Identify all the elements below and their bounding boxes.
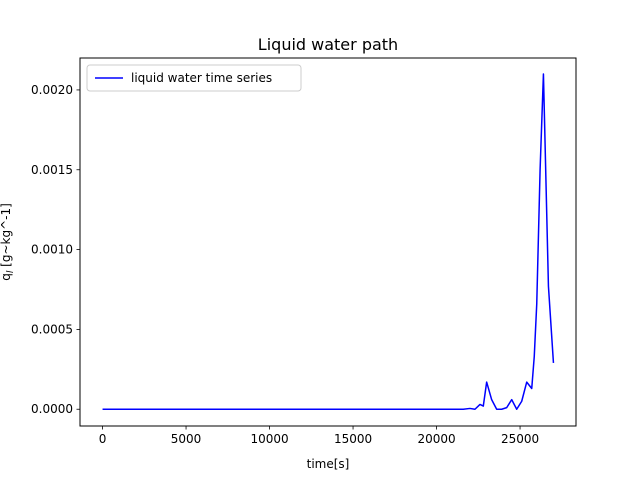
x-tick-label: 20000 bbox=[417, 432, 455, 446]
axes-frame bbox=[79, 57, 577, 427]
x-axis-ticks: 0 5000 10000 15000 20000 25000 bbox=[99, 426, 539, 446]
legend-box bbox=[86, 64, 302, 92]
y-tick-label: 0.0000 bbox=[31, 402, 73, 416]
y-axis-label-subscript: l bbox=[6, 270, 16, 273]
chart-title: Liquid water path bbox=[258, 35, 398, 54]
y-tick-label: 0.0020 bbox=[31, 83, 73, 97]
x-tick-label: 25000 bbox=[501, 432, 539, 446]
y-tick-label: 0.0015 bbox=[31, 163, 73, 177]
y-axis-label: ql [g~kg^-1] bbox=[0, 203, 16, 281]
y-tick-label: 0.0005 bbox=[31, 322, 73, 336]
y-axis-ticks: 0.0000 0.0005 0.0010 0.0015 0.0020 bbox=[31, 83, 80, 416]
y-axis-label-symbol: q bbox=[0, 273, 13, 281]
x-tick-label: 5000 bbox=[171, 432, 202, 446]
series-layer bbox=[102, 73, 555, 410]
legend: liquid water time series bbox=[86, 64, 302, 92]
series-line-0 bbox=[102, 73, 555, 410]
x-tick-label: 10000 bbox=[250, 432, 288, 446]
y-tick-label: 0.0010 bbox=[31, 243, 73, 257]
x-tick-label: 0 bbox=[99, 432, 107, 446]
y-axis-label-units: [g~kg^-1] bbox=[0, 203, 13, 270]
plot-area bbox=[79, 57, 577, 427]
legend-label-liquid-water: liquid water time series bbox=[131, 71, 272, 85]
x-tick-label: 15000 bbox=[334, 432, 372, 446]
x-axis-label: time[s] bbox=[307, 457, 350, 471]
